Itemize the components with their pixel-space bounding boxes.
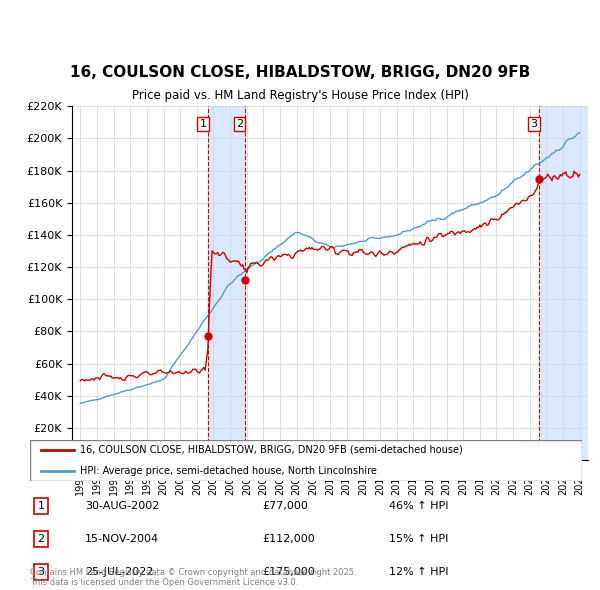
Text: 15-NOV-2004: 15-NOV-2004 xyxy=(85,534,160,544)
Text: 46% ↑ HPI: 46% ↑ HPI xyxy=(389,501,448,511)
Bar xyxy=(208,106,245,460)
Text: Price paid vs. HM Land Registry's House Price Index (HPI): Price paid vs. HM Land Registry's House … xyxy=(131,88,469,101)
Text: 16, COULSON CLOSE, HIBALDSTOW, BRIGG, DN20 9FB: 16, COULSON CLOSE, HIBALDSTOW, BRIGG, DN… xyxy=(70,65,530,80)
Text: 3: 3 xyxy=(38,567,44,577)
Text: HPI: Average price, semi-detached house, North Lincolnshire: HPI: Average price, semi-detached house,… xyxy=(80,466,377,476)
FancyBboxPatch shape xyxy=(30,440,582,481)
Text: 25-JUL-2022: 25-JUL-2022 xyxy=(85,567,154,577)
Text: 1: 1 xyxy=(38,501,44,511)
Text: 2: 2 xyxy=(236,119,243,129)
Text: Contains HM Land Registry data © Crown copyright and database right 2025.
This d: Contains HM Land Registry data © Crown c… xyxy=(30,568,356,587)
Text: 30-AUG-2002: 30-AUG-2002 xyxy=(85,501,160,511)
Text: £112,000: £112,000 xyxy=(262,534,314,544)
Text: 1: 1 xyxy=(199,119,206,129)
Text: 12% ↑ HPI: 12% ↑ HPI xyxy=(389,567,448,577)
Text: £175,000: £175,000 xyxy=(262,567,314,577)
Bar xyxy=(539,106,588,460)
Text: £77,000: £77,000 xyxy=(262,501,308,511)
Text: 2: 2 xyxy=(37,534,44,544)
Text: 15% ↑ HPI: 15% ↑ HPI xyxy=(389,534,448,544)
Text: 16, COULSON CLOSE, HIBALDSTOW, BRIGG, DN20 9FB (semi-detached house): 16, COULSON CLOSE, HIBALDSTOW, BRIGG, DN… xyxy=(80,445,463,455)
Text: 3: 3 xyxy=(530,119,538,129)
